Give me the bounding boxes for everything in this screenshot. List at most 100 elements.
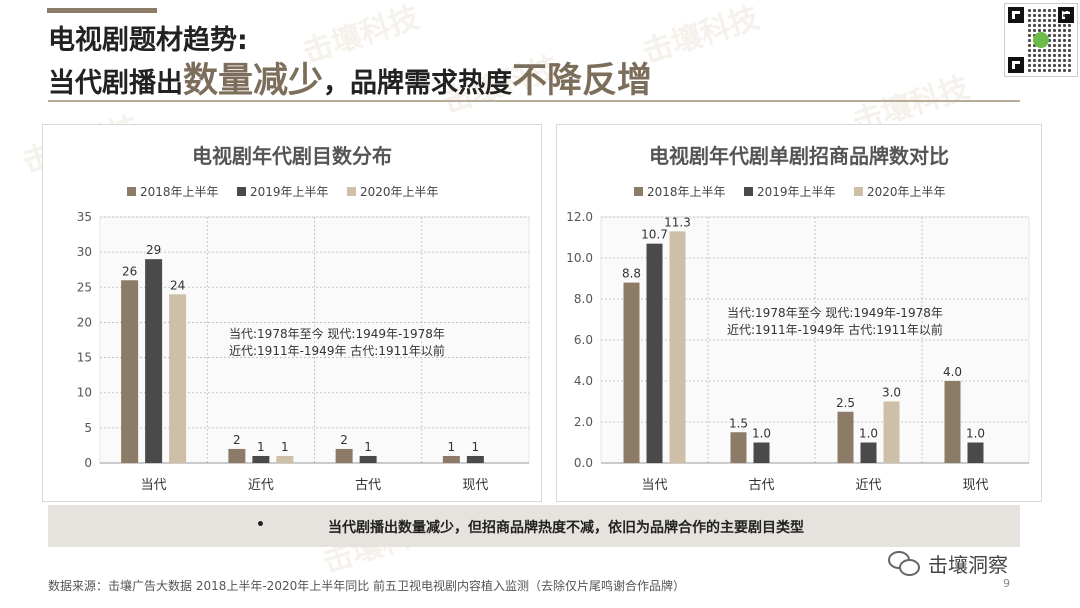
subtitle-highlight: 不降反增 [512, 61, 653, 101]
wechat-icon [888, 551, 920, 576]
x-tick-label: 现代 [462, 478, 488, 493]
bar [944, 381, 961, 463]
data-label: 1 [281, 440, 289, 454]
data-label: 4.0 [943, 365, 962, 379]
page-number: 9 [1003, 577, 1010, 590]
legend-swatch [127, 187, 136, 196]
era-definition-note: 当代:1978年至今 现代:1949年-1978年 [229, 326, 445, 341]
x-tick-label: 古代 [355, 478, 381, 493]
chart-brands-per-drama: 电视剧年代剧单剧招商品牌数对比 2018年上半年 2019年上半年 2020年上半年 0… [566, 144, 1030, 493]
subtitle-part: ，品牌需求热度 [323, 68, 513, 99]
qr-code-icon [1004, 3, 1078, 77]
era-definition-note: 近代:1911年-1949年 古代:1911年以前 [229, 343, 445, 358]
bar [646, 243, 663, 463]
bar [730, 432, 747, 463]
y-tick-label: 8.0 [574, 292, 593, 306]
wechat-account-name: 击壤洞察 [928, 552, 1008, 577]
y-tick-label: 10 [77, 386, 92, 400]
y-tick-label: 10.0 [566, 251, 593, 265]
x-tick-label: 近代 [248, 478, 274, 493]
data-label: 24 [170, 278, 185, 292]
chart-panel-count: 电视剧年代剧目数分布 2018年上半年 2019年上半年 2020年上半年 0 5 10 15… [42, 124, 542, 502]
x-tick-label: 近代 [855, 478, 881, 493]
bar [169, 294, 187, 463]
chart-title: 电视剧年代剧目数分布 [192, 144, 392, 168]
legend-swatch [634, 187, 643, 196]
y-tick-label: 4.0 [574, 374, 593, 388]
legend-swatch [744, 187, 753, 196]
era-definition-note: 当代:1978年至今 现代:1949年-1978年 [727, 305, 943, 320]
y-tick-label: 25 [77, 280, 92, 294]
summary-bullet: • [256, 517, 265, 533]
bar [335, 448, 353, 463]
bar [145, 259, 163, 463]
bar [669, 231, 686, 463]
bar [442, 455, 460, 463]
x-tick-label: 古代 [748, 478, 774, 493]
chart-count-by-era: 电视剧年代剧目数分布 2018年上半年 2019年上半年 2020年上半年 0 5 10 15… [77, 144, 530, 493]
summary-box: • 当代剧播出数量减少，但招商品牌热度不减，依旧为品牌合作的主要剧目类型 [48, 505, 1020, 547]
data-label: 2 [233, 433, 241, 447]
data-label: 1 [472, 440, 480, 454]
legend-swatch [854, 187, 863, 196]
subtitle-part: 当代剧播出 [48, 68, 183, 99]
bar [252, 455, 270, 463]
legend-label: 2020年上半年 [360, 185, 439, 199]
qr-finder [1008, 7, 1024, 23]
y-tick-label: 20 [77, 315, 92, 329]
y-tick-label: 6.0 [574, 333, 593, 347]
qr-finder [1008, 57, 1024, 73]
wechat-account: 击壤洞察 [888, 550, 1008, 577]
data-label: 1.0 [752, 427, 771, 441]
era-definition-note: 近代:1911年-1949年 古代:1911年以前 [727, 322, 943, 337]
data-label: 1.5 [729, 416, 748, 430]
data-label: 29 [146, 243, 161, 257]
data-label: 8.8 [622, 267, 641, 281]
data-label: 1.0 [966, 427, 985, 441]
legend-swatch [347, 187, 356, 196]
data-label: 2.5 [836, 396, 855, 410]
page-subtitle: 当代剧播出数量减少，品牌需求热度不降反增 [48, 52, 652, 103]
qr-finder [1058, 7, 1074, 23]
data-label: 10.7 [641, 228, 668, 242]
bar [623, 282, 640, 463]
y-tick-label: 0.0 [574, 456, 593, 470]
bar [121, 280, 139, 463]
y-tick-label: 5 [84, 421, 92, 435]
chart-title: 电视剧年代剧单剧招商品牌数对比 [649, 144, 949, 168]
chart-panel-brands: 电视剧年代剧单剧招商品牌数对比 2018年上半年 2019年上半年 2020年上半年 0… [556, 124, 1042, 502]
y-tick-label: 12.0 [566, 210, 593, 224]
y-tick-label: 2.0 [574, 415, 593, 429]
bar [883, 401, 900, 463]
accent-bar [47, 8, 157, 13]
data-label: 26 [122, 264, 137, 278]
legend-label: 2018年上半年 [647, 185, 726, 199]
watermark-text: 击壤科技 [638, 0, 764, 71]
x-tick-label: 当代 [141, 478, 167, 493]
data-label: 2 [340, 433, 348, 447]
data-label: 3.0 [882, 386, 901, 400]
legend-label: 2019年上半年 [757, 185, 836, 199]
bar [860, 442, 877, 463]
legend-label: 2018年上半年 [140, 185, 219, 199]
y-tick-label: 35 [77, 210, 92, 224]
qr-logo-icon [1033, 32, 1049, 48]
data-label: 11.3 [664, 215, 691, 229]
subtitle-highlight: 数量减少 [183, 61, 324, 101]
title-divider [48, 100, 1020, 102]
legend-label: 2020年上半年 [867, 185, 946, 199]
data-label: 1 [448, 440, 456, 454]
data-source: 数据来源：击壤广告大数据 2018上半年-2020年上半年同比 前五卫视电视剧内… [48, 579, 686, 593]
y-tick-label: 0 [84, 456, 92, 470]
summary-text: 当代剧播出数量减少，但招商品牌热度不减，依旧为品牌合作的主要剧目类型 [328, 520, 804, 536]
legend-swatch [237, 187, 246, 196]
bar [359, 455, 377, 463]
legend-label: 2019年上半年 [250, 185, 329, 199]
bar [753, 442, 770, 463]
x-tick-label: 现代 [962, 478, 988, 493]
bar [228, 448, 246, 463]
data-label: 1 [257, 440, 265, 454]
bar [466, 455, 484, 463]
page-title: 电视剧题材趋势: [48, 25, 248, 56]
x-tick-label: 当代 [641, 478, 667, 493]
